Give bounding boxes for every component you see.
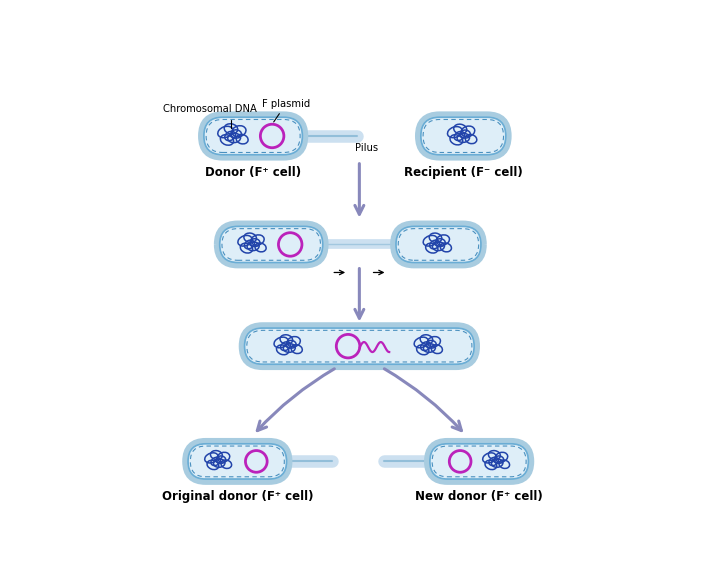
Text: Original donor (F⁺ cell): Original donor (F⁺ cell) (162, 490, 313, 503)
FancyArrowPatch shape (355, 268, 364, 318)
Text: New donor (F⁺ cell): New donor (F⁺ cell) (415, 490, 543, 503)
FancyBboxPatch shape (393, 224, 484, 265)
Text: Recipient (F⁻ cell): Recipient (F⁻ cell) (404, 166, 523, 178)
Text: Donor (F⁺ cell): Donor (F⁺ cell) (205, 166, 301, 178)
Text: Chromosomal DNA: Chromosomal DNA (163, 104, 256, 128)
Text: F plasmid: F plasmid (262, 99, 310, 122)
FancyArrowPatch shape (384, 369, 462, 431)
Text: Pilus: Pilus (355, 143, 378, 153)
FancyArrowPatch shape (355, 164, 364, 214)
FancyBboxPatch shape (185, 441, 289, 482)
FancyBboxPatch shape (418, 114, 508, 157)
FancyBboxPatch shape (427, 441, 531, 482)
FancyBboxPatch shape (217, 224, 325, 265)
FancyBboxPatch shape (242, 325, 477, 367)
FancyArrowPatch shape (257, 369, 334, 431)
FancyBboxPatch shape (201, 114, 305, 157)
